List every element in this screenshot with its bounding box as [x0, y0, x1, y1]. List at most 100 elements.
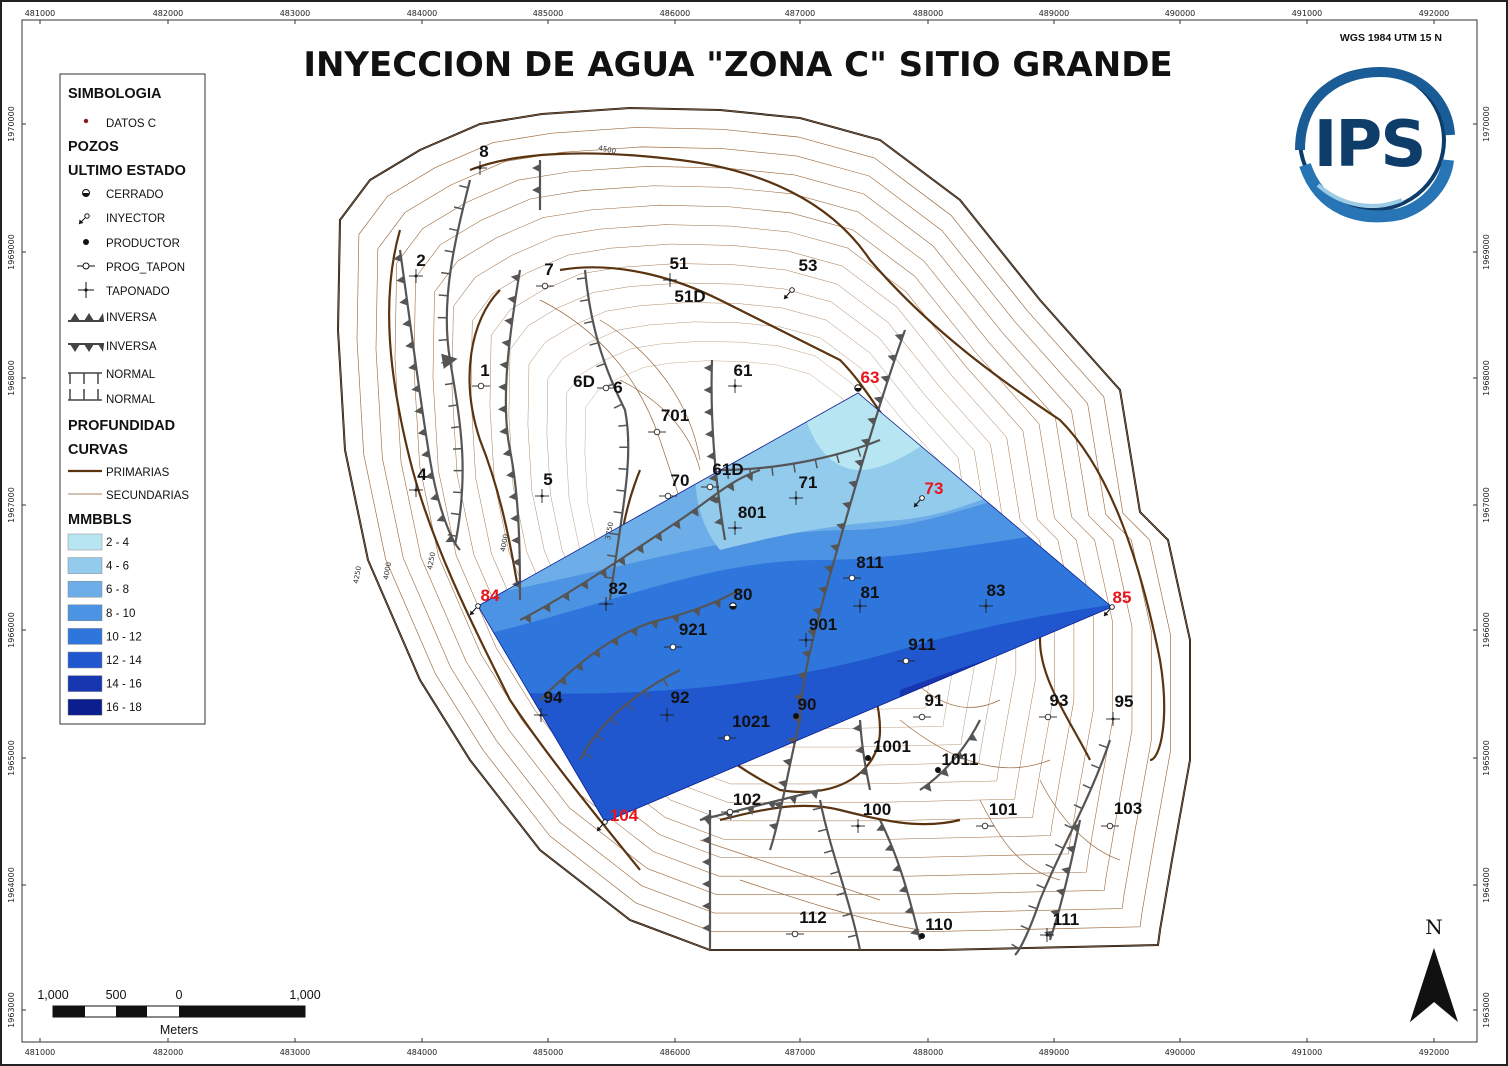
fault-triangle [940, 768, 949, 777]
well-label: 4 [417, 465, 427, 484]
fault-triangle [702, 880, 710, 888]
fault-tick [823, 849, 833, 854]
scale-label: 0 [176, 988, 183, 1002]
fault-triangle [592, 649, 601, 659]
x-tick-label: 490000 [1165, 9, 1196, 18]
fault-tick [1011, 943, 1020, 950]
well-label: 71 [799, 473, 818, 492]
well-label: 82 [609, 579, 628, 598]
fault-tick [583, 752, 592, 759]
legend-productor: PRODUCTOR [106, 238, 180, 250]
fault-triangle [393, 253, 402, 262]
fault-triangle [858, 767, 868, 776]
contour-label: 4250 [426, 551, 437, 570]
well-symbol-cap [728, 379, 742, 393]
fault-tick [613, 403, 623, 409]
well-label: 53 [799, 256, 818, 275]
fault-triangle [650, 620, 659, 630]
fault-tick [459, 184, 469, 189]
fault-triangle [610, 637, 619, 647]
inyector-icon [78, 213, 90, 225]
x-tick-label: 484000 [407, 1048, 438, 1057]
fault-triangle [421, 449, 430, 458]
well-symbol-ring [648, 428, 666, 436]
fault-triangle [910, 927, 919, 936]
well-label: 51 [670, 254, 689, 273]
fault-triangle [702, 836, 710, 844]
x-tick-label: 483000 [280, 9, 311, 18]
fault-tick [438, 338, 448, 342]
fault-triangle [504, 317, 513, 326]
well-symbol-prod [793, 713, 799, 719]
fault-tick [452, 447, 463, 450]
fault-triangle [746, 806, 755, 816]
secondary-contour [699, 839, 881, 901]
fault-triangle [501, 339, 510, 348]
well-symbol-cap [534, 708, 548, 722]
fault-triangle [497, 405, 507, 414]
fault-triangle [812, 607, 822, 616]
fault-tick [812, 807, 822, 811]
legend-class-label: 16 - 18 [106, 702, 142, 714]
contour-label: 4000 [499, 533, 510, 552]
x-axis-ticks-top: 481000 482000 483000 484000 485000 486000 4870… [25, 9, 1449, 24]
well-label: 85 [1113, 588, 1132, 607]
fault-triangle [405, 341, 414, 350]
fault-triangle [499, 361, 508, 370]
secondary-contour [470, 243, 1055, 822]
fault-triangle [1066, 845, 1075, 854]
secondary-contour [394, 166, 1133, 895]
well-symbol-closed [854, 384, 862, 392]
legend-swatch [67, 604, 103, 622]
fault-tick [438, 294, 448, 297]
fault-triangle [867, 417, 877, 425]
fault-triangle [430, 493, 439, 501]
fault-tick [444, 249, 454, 253]
fault-tick [814, 459, 818, 469]
fault-tick [441, 271, 451, 275]
well-symbol-cap [979, 599, 993, 613]
well-label: 102 [733, 790, 761, 809]
well-symbol-cap [660, 708, 674, 722]
secondary-contour [432, 204, 1094, 859]
fault-triangle [745, 472, 753, 482]
fault-triangle [510, 273, 520, 282]
y-tick-label: 1963000 [7, 992, 16, 1028]
secondary-contour [527, 302, 997, 766]
fault-triangle [511, 536, 520, 545]
well-label: 51D [674, 287, 705, 306]
fault-triangle [703, 407, 713, 416]
x-tick-label: 486000 [660, 9, 691, 18]
well-symbol-prod [919, 933, 925, 939]
legend-swatch [67, 651, 103, 669]
legend-class-label: 6 - 8 [106, 584, 129, 596]
fault-triangle [1050, 909, 1060, 918]
well-symbol-ring [786, 930, 804, 938]
fault-tick [453, 206, 463, 210]
fault-triangle [818, 586, 827, 595]
scale-label: 1,000 [289, 988, 320, 1002]
fault-triangle [510, 514, 519, 523]
well-symbol-ring [536, 282, 554, 290]
fault-tick [610, 717, 618, 726]
fault-tick [610, 532, 620, 536]
fault-tick [583, 320, 594, 325]
fault-triangle [892, 864, 902, 872]
fault-tick [836, 891, 846, 896]
fault-tick [842, 913, 852, 917]
legend-classes: 2 - 4 4 - 6 6 - 8 8 - 10 10 - 12 12 - 14 14 - … [67, 533, 142, 716]
fault-triangle [502, 448, 512, 457]
fault-triangle [768, 822, 778, 831]
fault-triangle [1070, 823, 1080, 832]
fault-tick [1073, 804, 1083, 810]
legend-class-label: 2 - 4 [106, 537, 130, 549]
well-label: 5 [543, 470, 552, 489]
fault-triangle [793, 693, 803, 702]
well-label: 103 [1114, 799, 1142, 818]
well-label: 91 [925, 691, 944, 710]
y-axis-ticks-right: 1970000 1969000 1968000 1967000 1966000 19650… [1473, 106, 1491, 1028]
legend-title: SIMBOLOGIA [68, 86, 162, 102]
fault-triangle [767, 801, 776, 810]
fault-triangle [630, 627, 638, 637]
